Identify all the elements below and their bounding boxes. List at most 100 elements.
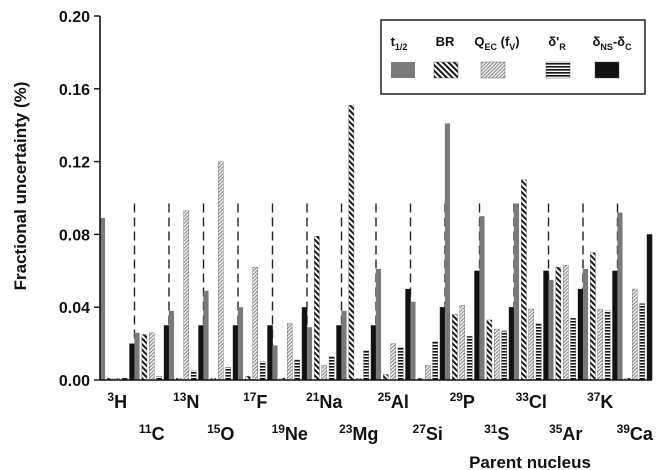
bar-qec-o [217,161,224,381]
bar-qec-na [321,365,327,381]
x-category-label-ca: 39Ca [617,422,654,444]
bar-qec-ar [563,265,569,381]
y-tick-label: 0.20 [59,9,90,26]
x-category-label-na: 21Na [306,390,343,412]
bar-br-k [590,252,596,381]
bar-dnsc-f [267,325,273,381]
bar-dnsc-n [198,325,204,381]
legend-swatch-dnsc [594,61,620,79]
bar-t12-na [306,327,313,380]
legend-box [380,19,646,95]
bar-br-p [452,314,458,381]
y-tick-label: 0.12 [59,155,90,172]
bar-qec-c [148,332,155,381]
bar-br-s [486,319,493,381]
bar-dr-p [466,336,473,381]
bar-t12-ar [548,279,554,380]
bar-qec-si [424,365,431,381]
bar-dnsc-k [612,270,618,381]
bar-t12-p [444,123,451,380]
bar-qec-f [252,267,258,381]
bar-qec-cl [528,308,535,381]
bars [99,105,653,381]
legend-swatch-br [433,61,459,79]
bar-t12-al [375,268,382,380]
bar-br-ar [555,267,562,381]
legend-label-br: BR [436,34,455,49]
bar-qec-s [493,328,500,381]
legend-label-qec: QEC (fV) [474,34,519,52]
bar-dnsc-s [508,307,515,381]
bar-br-al [383,374,389,381]
bar-dnsc-c [163,325,170,381]
x-category-label-c: 11C [139,422,165,444]
x-category-label-f: 17F [243,390,267,412]
bar-dnsc-ar [577,288,584,381]
x-category-label-o: 15O [207,422,234,444]
bar-qec-p [459,305,465,381]
bar-qec-n [183,210,189,381]
bar-dnsc-o [232,325,239,381]
bar-br-na [314,236,320,381]
bar-dr-al [397,347,404,381]
bar-t12-k [582,268,589,380]
x-category-label-s: 31S [484,422,509,444]
y-tick-label: 0.08 [59,227,90,244]
bar-dnsc-mg [370,325,377,381]
x-category-label-n: 13N [173,390,199,412]
y-axis-label: Fractional uncertainty (%) [11,82,30,291]
bar-t12-si [410,301,416,380]
bar-t12-f [237,307,244,380]
bar-dr-na [328,356,335,381]
bar-t12-mg [341,310,347,380]
bar-t12-c [134,332,140,380]
x-category-label-k: 37K [587,390,613,412]
bar-dr-si [432,341,438,381]
bar-dr-mg [363,350,369,381]
x-category-label-p: 29P [450,390,475,412]
x-category-label-ar: 35Ar [549,422,582,444]
x-category-label-cl: 33Cl [516,390,547,412]
bar-dnsc-ca [646,234,653,381]
bar-qec-al [390,343,396,381]
bar-qec-k [597,308,604,381]
x-axis-label: Parent nucleus [469,453,591,470]
x-category-label-ne: 19Ne [272,422,308,444]
bar-dnsc-p [474,270,480,381]
bar-dr-ne [294,359,300,381]
bar-dr-ca [639,303,645,381]
bar-dnsc-cl [543,270,549,381]
legend-swatch-qec [480,61,506,79]
legend-swatch-dr [545,61,571,79]
bar-t12-ne [272,345,278,380]
legend: t1/2 BR QEC (fV) δ'R δNS-δC [380,19,646,95]
bar-dr-f [259,361,266,381]
bar-qec-ca [632,288,638,381]
x-category-label-si: 27Si [413,422,443,444]
bar-dnsc-na [336,325,342,381]
legend-label-dr: δ'R [548,34,566,52]
bar-dr-k [604,310,611,381]
bar-dr-cl [535,323,542,381]
bar-br-cl [521,179,527,381]
bar-br-c [141,334,148,381]
bar-dr-n [190,370,197,381]
bar-dnsc-ne [301,307,308,381]
x-category-label-mg: 23Mg [339,422,378,444]
legend-label-t12: t1/2 [391,34,408,52]
bar-br-mg [348,105,355,381]
bar-t12-s [479,216,485,380]
bar-t12-n [168,310,175,380]
y-tick-label: 0.04 [59,300,90,317]
y-tick-label: 0.16 [59,82,90,99]
bar-t12-cl [513,203,520,380]
bar-t12-h [99,218,106,380]
x-category-label-h: 3H [107,390,127,412]
bar-t12-o [203,290,209,380]
bar-dnsc-h [129,343,135,381]
bar-dr-s [501,330,507,381]
y-tick-label: 0.00 [59,373,90,390]
legend-swatch-t12 [391,62,415,78]
bar-dr-ar [570,317,576,381]
